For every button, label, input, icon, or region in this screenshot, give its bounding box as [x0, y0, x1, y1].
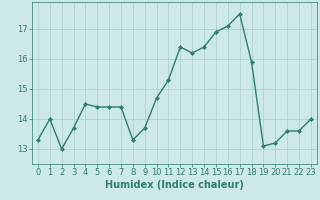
- X-axis label: Humidex (Indice chaleur): Humidex (Indice chaleur): [105, 180, 244, 190]
